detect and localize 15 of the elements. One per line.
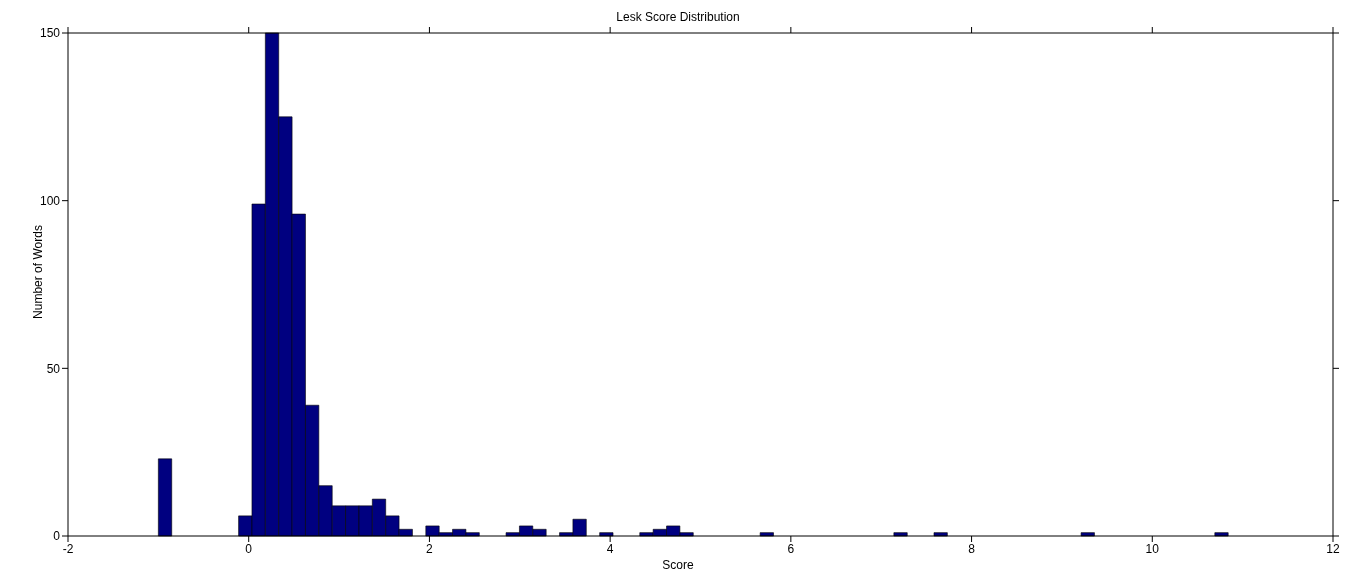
x-tick-label: 0 [245,541,253,556]
x-tick-label: 4 [606,541,614,556]
x-tick-label: 8 [968,541,976,556]
y-tick-label: 150 [39,26,61,41]
x-axis-title: Score [661,558,695,572]
y-tick-label: 50 [46,361,61,376]
x-tick-label: 10 [1145,541,1160,556]
x-tick-label: 2 [426,541,434,556]
y-tick-label: 100 [39,193,61,208]
x-tick-label: 6 [787,541,795,556]
x-tick-label: 12 [1326,541,1340,556]
x-tick-label: -2 [62,541,74,556]
y-axis-title: Number of Words [31,225,45,319]
chart-title: Lesk Score Distribution [615,10,741,24]
y-tick-label: 0 [53,529,61,544]
